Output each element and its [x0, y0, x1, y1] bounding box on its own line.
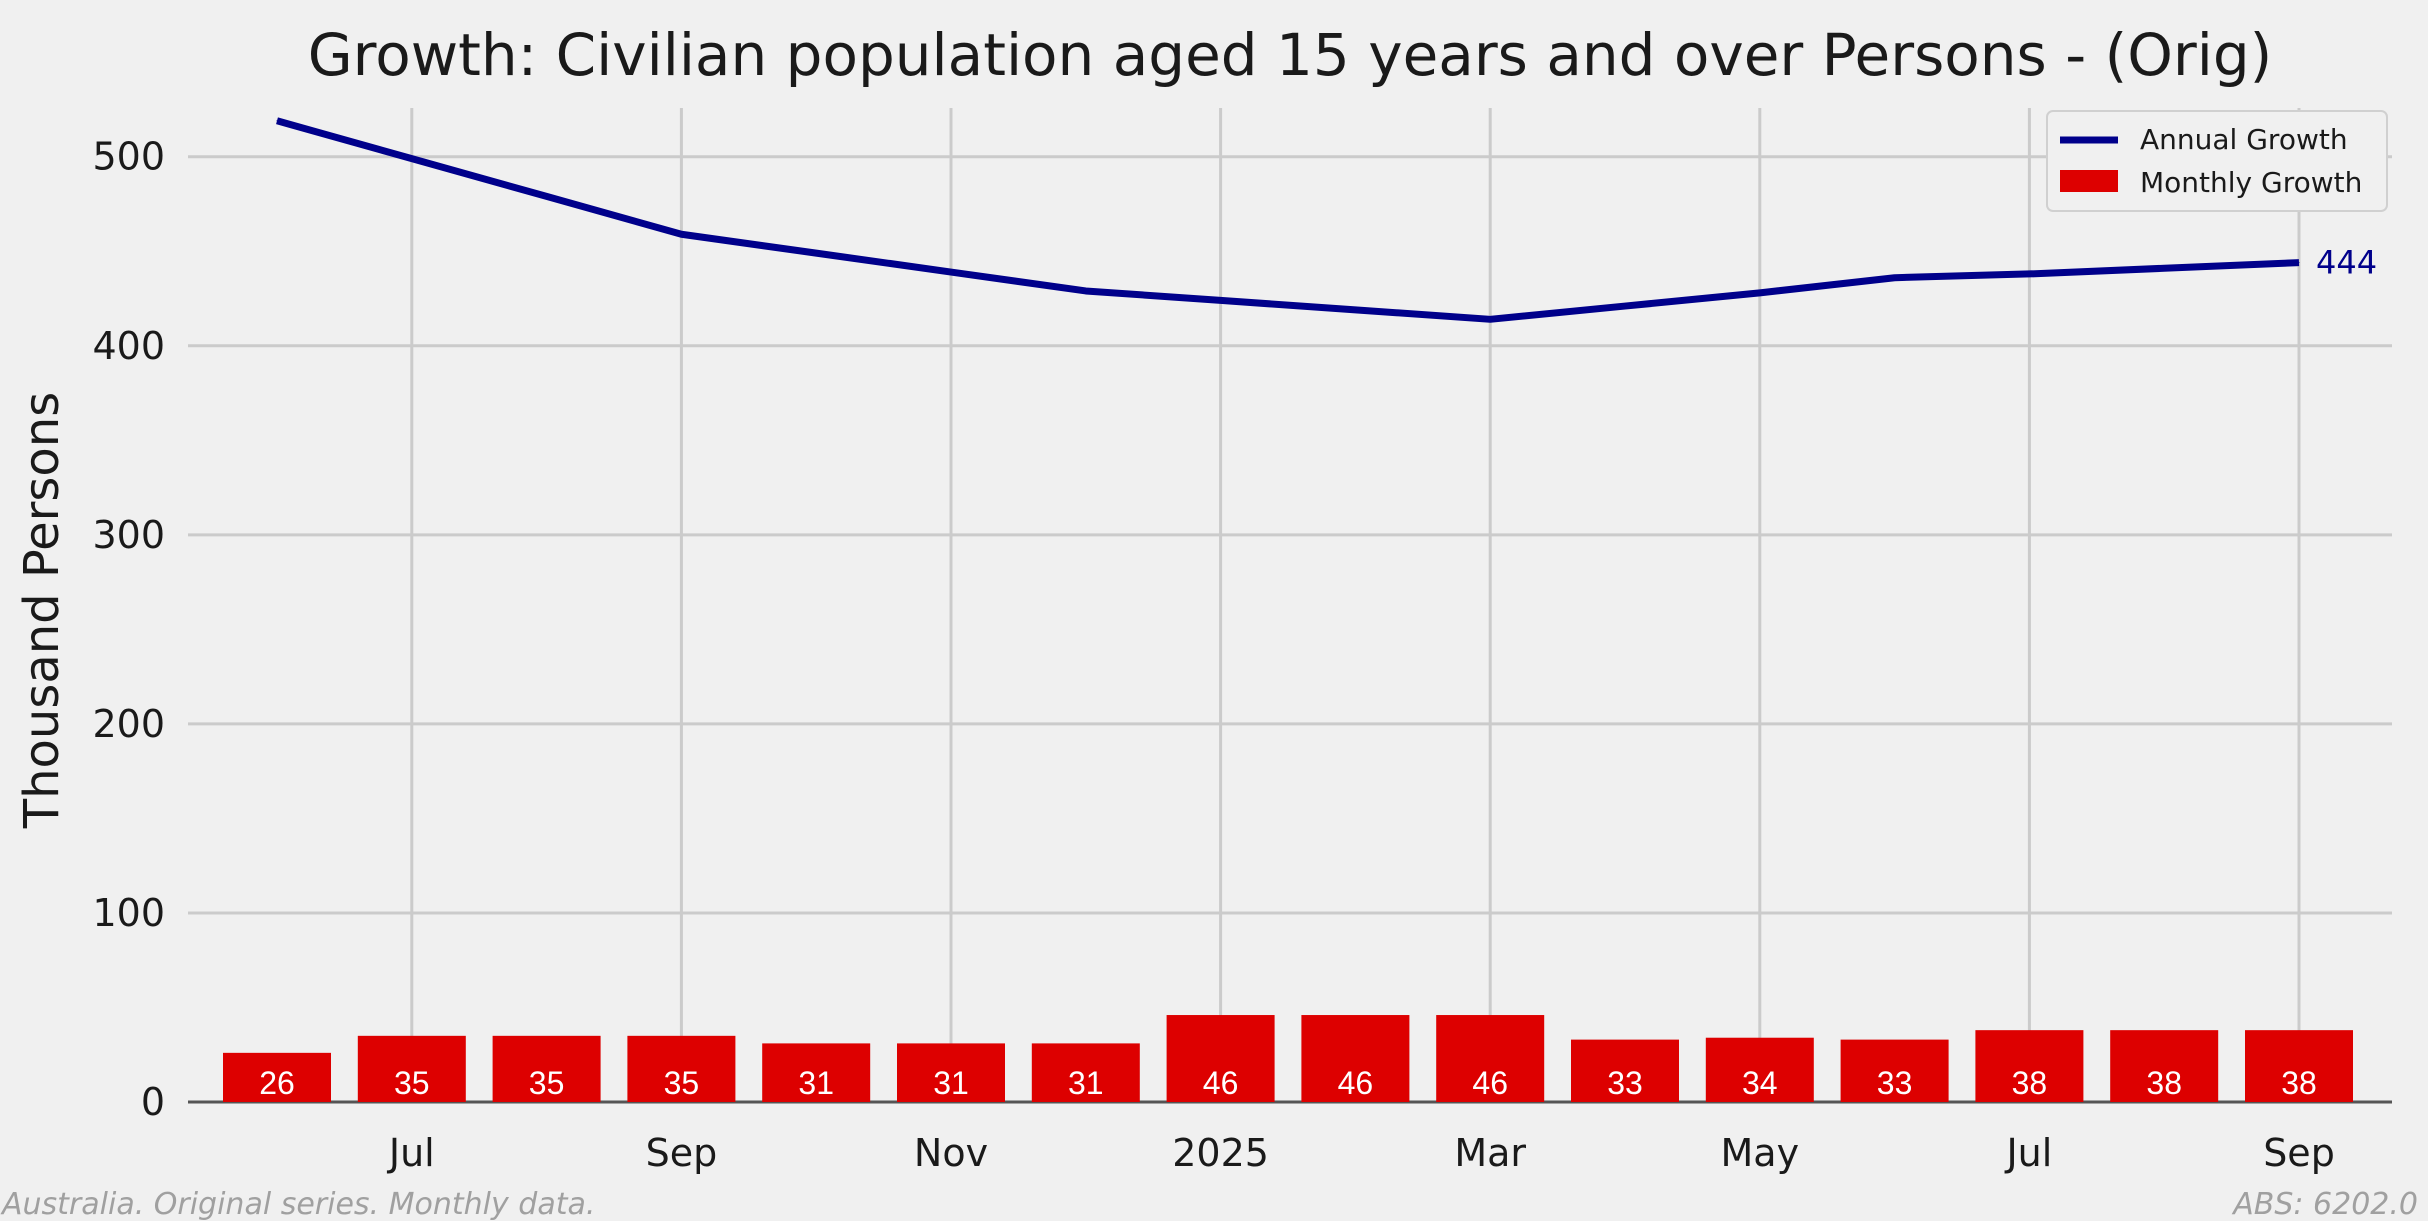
monthly-growth-bar — [1840, 1039, 1949, 1102]
y-tick-label: 200 — [92, 702, 165, 746]
legend-label-monthly: Monthly Growth — [2140, 166, 2362, 199]
bar-value-label: 38 — [2281, 1065, 2317, 1101]
bar-value-label: 35 — [529, 1065, 565, 1101]
annual-growth-point — [1624, 305, 1626, 307]
annual-growth-point — [2163, 267, 2165, 269]
annual-growth-point — [276, 120, 278, 122]
annual-growth-point — [411, 158, 413, 160]
x-tick-label: 2025 — [1172, 1131, 1269, 1175]
legend-label-annual: Annual Growth — [2140, 123, 2348, 156]
monthly-growth-bar — [1031, 1043, 1140, 1102]
bar-value-label: 33 — [1607, 1065, 1643, 1101]
monthly-growth-bar — [357, 1035, 466, 1102]
monthly-growth-bar — [1571, 1039, 1679, 1102]
monthly-growth-bars: 26 35 35 35 31 31 31 46 46 46 33 34 33 38 38 38 — [223, 1015, 2353, 1102]
annual-growth-end-label: 444 — [2316, 244, 2377, 282]
annual-growth-point — [815, 252, 817, 254]
x-tick-label: Sep — [646, 1131, 718, 1175]
monthly-growth-bar — [1705, 1037, 1814, 1102]
annual-growth-point — [680, 233, 682, 235]
annual-growth-point — [2298, 262, 2300, 264]
y-tick-label: 300 — [92, 513, 165, 557]
footer-right: ABS: 6202.0 — [2231, 1187, 2418, 1221]
monthly-growth-bar — [627, 1035, 736, 1102]
bar-value-label: 31 — [798, 1065, 834, 1101]
annual-growth-point — [1354, 309, 1356, 311]
bar-value-label: 35 — [664, 1065, 700, 1101]
chart-title: Growth: Civilian population aged 15 year… — [308, 21, 2273, 89]
annual-growth-point — [1489, 318, 1491, 320]
y-tick-label: 400 — [92, 324, 165, 368]
bar-value-label: 46 — [1338, 1065, 1374, 1101]
y-tick-label: 0 — [141, 1080, 165, 1124]
annual-growth-point — [546, 195, 548, 197]
bar-value-label: 38 — [2012, 1065, 2048, 1101]
grid — [188, 108, 2392, 1104]
x-tick-label: May — [1721, 1131, 1800, 1175]
x-tick-label: Mar — [1454, 1131, 1526, 1175]
x-tick-label: Jul — [2004, 1131, 2052, 1175]
bar-value-label: 46 — [1472, 1065, 1508, 1101]
annual-growth-point — [2028, 273, 2030, 275]
footer-left: Australia. Original series. Monthly data… — [0, 1187, 595, 1221]
x-tick-label: Jul — [387, 1131, 435, 1175]
annual-growth-line-group: 444 — [276, 117, 2377, 323]
x-tick-label: Sep — [2263, 1131, 2335, 1175]
y-tick-label: 500 — [92, 135, 165, 179]
annual-growth-point — [1759, 292, 1761, 294]
bar-value-label: 34 — [1742, 1065, 1778, 1101]
x-tick-label: Nov — [914, 1131, 988, 1175]
annual-growth-point — [1220, 299, 1222, 301]
bar-value-label: 35 — [394, 1065, 430, 1101]
annual-growth-point — [1085, 290, 1087, 292]
legend-bar-swatch — [2060, 170, 2118, 192]
bar-value-label: 33 — [1877, 1065, 1913, 1101]
monthly-growth-bar — [897, 1043, 1005, 1102]
bar-value-label: 46 — [1203, 1065, 1239, 1101]
monthly-growth-bar — [1975, 1030, 2084, 1102]
monthly-growth-bar — [1301, 1015, 1410, 1102]
bar-value-label: 31 — [933, 1065, 969, 1101]
monthly-growth-bar — [1166, 1015, 1275, 1102]
y-axis-label: Thousand Persons — [14, 392, 70, 829]
legend-box — [2046, 110, 2388, 212]
monthly-growth-bar — [1436, 1015, 1545, 1102]
annual-growth-point — [1894, 277, 1896, 279]
monthly-growth-bar — [223, 1052, 331, 1102]
axis-ticks: 0 100 200 300 400 500 Jul Sep Nov 2025 Mar May Jul Se… — [92, 135, 2334, 1175]
monthly-growth-bar — [492, 1035, 601, 1102]
annual-growth-line — [276, 117, 2300, 323]
bar-value-label: 38 — [2146, 1065, 2182, 1101]
bar-value-label: 26 — [259, 1065, 295, 1101]
legend: Annual Growth Monthly Growth — [2046, 110, 2388, 212]
annual-growth-point — [950, 271, 952, 273]
monthly-growth-bar — [762, 1043, 871, 1102]
monthly-growth-bar — [2245, 1030, 2353, 1102]
bar-value-label: 31 — [1068, 1065, 1104, 1101]
y-tick-label: 100 — [92, 891, 165, 935]
monthly-growth-bar — [2110, 1030, 2219, 1102]
